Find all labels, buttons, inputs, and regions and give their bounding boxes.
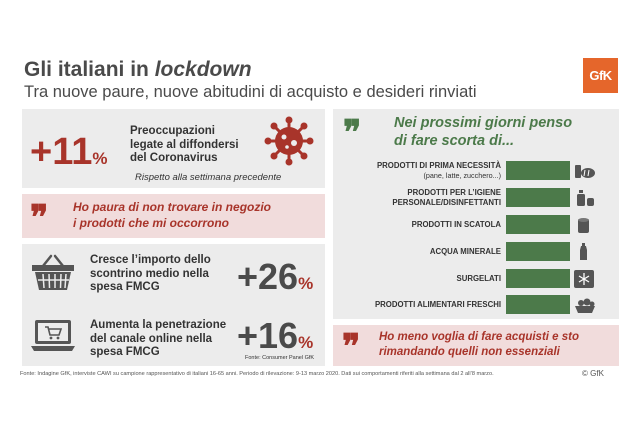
can-icon	[578, 218, 589, 233]
bar	[506, 161, 570, 180]
laptop-cart-icon	[31, 320, 75, 351]
bar-label: PRODOTTI ALIMENTARI FRESCHI	[374, 300, 501, 309]
bar	[506, 242, 570, 261]
bar-label: PRODOTTI PER L’IGIENE PERSONALE/DISINFETT…	[392, 188, 501, 207]
bar	[506, 215, 570, 234]
virus-icon	[264, 116, 314, 166]
bar-label: PRODOTTI IN SCATOLA	[411, 220, 501, 229]
snowflake-icon	[574, 270, 594, 288]
bread-milk-icon	[575, 165, 595, 178]
stat-online-value: +16%	[237, 315, 314, 356]
stat-worries-note: Rispetto alla settimana precedente	[135, 172, 282, 183]
bar-label: SURGELATI	[456, 274, 501, 283]
stat-receipt-text: Cresce l’importo dello scontrino medio ne…	[90, 254, 211, 293]
copyright: © GfK	[582, 369, 604, 378]
quote-fear-icon: ❞	[30, 198, 49, 238]
page-subtitle: Tra nuove paure, nuove abitudini di acqu…	[24, 83, 477, 101]
fresh-food-icon	[575, 298, 595, 313]
soap-icon	[577, 190, 594, 206]
quote-shopping-text: Ho meno voglia di fare acquisti e sto rim…	[379, 331, 580, 358]
stat-online-text: Aumenta la penetrazione del canale online…	[90, 319, 227, 358]
bottle-icon	[580, 243, 587, 260]
bar-label: PRODOTTI DI PRIMA NECESSITÀ (pane, latte,…	[376, 161, 501, 180]
bar	[506, 188, 570, 207]
bar	[506, 269, 570, 288]
stat-receipt-value: +26%	[237, 256, 314, 297]
bar-label: ACQUA MINERALE	[429, 247, 501, 256]
stockup-panel	[333, 109, 619, 319]
gfk-logo: GfK	[583, 58, 618, 93]
stat-worries-panel	[22, 109, 325, 188]
bar	[506, 295, 570, 314]
stat-receipt-panel	[22, 244, 325, 366]
stat-worries-text: Preoccupazioni legate al diffondersi del C…	[130, 125, 239, 164]
shopping-basket-icon	[32, 254, 74, 290]
stockup-quote-icon: ❞	[343, 113, 362, 153]
quote-shopping-panel	[333, 325, 619, 366]
stat-online-source: Fonte: Consumer Panel GfK	[245, 355, 315, 361]
quote-shopping-icon: ❞	[342, 327, 361, 367]
page-title: Gli italiani in lockdown	[24, 58, 252, 81]
stockup-chart: PRODOTTI DI PRIMA NECESSITÀ (pane, latte,…	[333, 155, 619, 315]
footer-source: Fonte: Indagine GfK, interviste CAWI su …	[20, 371, 494, 377]
quote-fear-panel	[22, 194, 325, 238]
quote-fear-text: Ho paura di non trovare in negozio i prod…	[73, 200, 272, 230]
stockup-quote-text: Nei prossimi giorni penso di fare scorta …	[394, 115, 573, 149]
stat-worries-value: +11%	[30, 131, 108, 173]
